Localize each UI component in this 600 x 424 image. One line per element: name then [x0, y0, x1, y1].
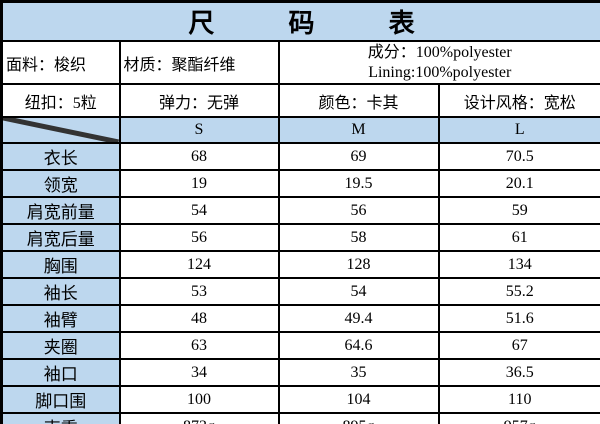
row-label: 克重 — [0, 412, 121, 424]
cell-m: 104 — [277, 385, 440, 414]
size-header-s: S — [118, 116, 280, 144]
size-header-row: S M L — [0, 116, 600, 144]
color-cell: 颜色：卡其 — [277, 83, 440, 118]
cell-l: 110 — [437, 385, 600, 414]
cell-m: 49.4 — [277, 304, 440, 333]
cell-l: 51.6 — [437, 304, 600, 333]
table-row: 肩宽后量 56 58 61 — [0, 223, 600, 252]
diagonal-cell — [0, 116, 121, 144]
cell-s: 53 — [118, 277, 280, 306]
table-row: 领宽 19 19.5 20.1 — [0, 169, 600, 198]
row-label: 肩宽前量 — [0, 196, 121, 225]
cell-s: 873g — [118, 412, 280, 424]
cell-m: 56 — [277, 196, 440, 225]
cell-s: 34 — [118, 358, 280, 387]
row-label: 袖长 — [0, 277, 121, 306]
diagonal-line-icon — [3, 118, 119, 142]
cell-l: 134 — [437, 250, 600, 279]
row-label: 胸围 — [0, 250, 121, 279]
size-header-m: M — [277, 116, 440, 144]
cell-m: 54 — [277, 277, 440, 306]
row-label: 脚口围 — [0, 385, 121, 414]
cell-l: 957g — [437, 412, 600, 424]
fabric-cell: 面料：梭织 — [0, 40, 121, 85]
row-label: 领宽 — [0, 169, 121, 198]
cell-m: 895g — [277, 412, 440, 424]
row-label: 衣长 — [0, 142, 121, 171]
page-title: 尺 码 表 — [0, 0, 600, 42]
cell-s: 48 — [118, 304, 280, 333]
table-row: 肩宽前量 54 56 59 — [0, 196, 600, 225]
cell-l: 61 — [437, 223, 600, 252]
cell-s: 56 — [118, 223, 280, 252]
cell-l: 70.5 — [437, 142, 600, 171]
style-cell: 设计风格：宽松 — [437, 83, 600, 118]
composition-cell: 成分：100%polyester Lining:100%polyester — [277, 40, 600, 85]
cell-m: 69 — [277, 142, 440, 171]
row-label: 肩宽后量 — [0, 223, 121, 252]
title-row: 尺 码 表 — [0, 0, 600, 42]
table-row: 袖口 34 35 36.5 — [0, 358, 600, 387]
cell-m: 64.6 — [277, 331, 440, 360]
cell-l: 20.1 — [437, 169, 600, 198]
table-row: 衣长 68 69 70.5 — [0, 142, 600, 171]
material-cell: 材质：聚酯纤维 — [118, 40, 280, 85]
elasticity-cell: 弹力：无弹 — [118, 83, 280, 118]
cell-s: 124 — [118, 250, 280, 279]
cell-s: 100 — [118, 385, 280, 414]
composition-line-1: 成分：100%polyester — [367, 43, 512, 61]
table-row: 克重 873g 895g 957g — [0, 412, 600, 424]
cell-l: 36.5 — [437, 358, 600, 387]
cell-l: 55.2 — [437, 277, 600, 306]
cell-l: 67 — [437, 331, 600, 360]
cell-m: 19.5 — [277, 169, 440, 198]
cell-s: 68 — [118, 142, 280, 171]
size-header-l: L — [437, 116, 600, 144]
composition-line-2: Lining:100%polyester — [368, 63, 512, 81]
cell-s: 63 — [118, 331, 280, 360]
table-row: 袖长 53 54 55.2 — [0, 277, 600, 306]
cell-m: 58 — [277, 223, 440, 252]
cell-s: 54 — [118, 196, 280, 225]
cell-m: 35 — [277, 358, 440, 387]
row-label: 袖口 — [0, 358, 121, 387]
row-label: 袖臂 — [0, 304, 121, 333]
info-row-2: 纽扣：5粒 弹力：无弹 颜色：卡其 设计风格：宽松 — [0, 83, 600, 118]
table-row: 夹圈 63 64.6 67 — [0, 331, 600, 360]
row-label: 夹圈 — [0, 331, 121, 360]
cell-m: 128 — [277, 250, 440, 279]
table-row: 脚口围 100 104 110 — [0, 385, 600, 414]
buttons-cell: 纽扣：5粒 — [0, 83, 121, 118]
cell-s: 19 — [118, 169, 280, 198]
table-row: 袖臂 48 49.4 51.6 — [0, 304, 600, 333]
cell-l: 59 — [437, 196, 600, 225]
table-row: 胸围 124 128 134 — [0, 250, 600, 279]
info-row-1: 面料：梭织 材质：聚酯纤维 成分：100%polyester Lining:10… — [0, 40, 600, 85]
